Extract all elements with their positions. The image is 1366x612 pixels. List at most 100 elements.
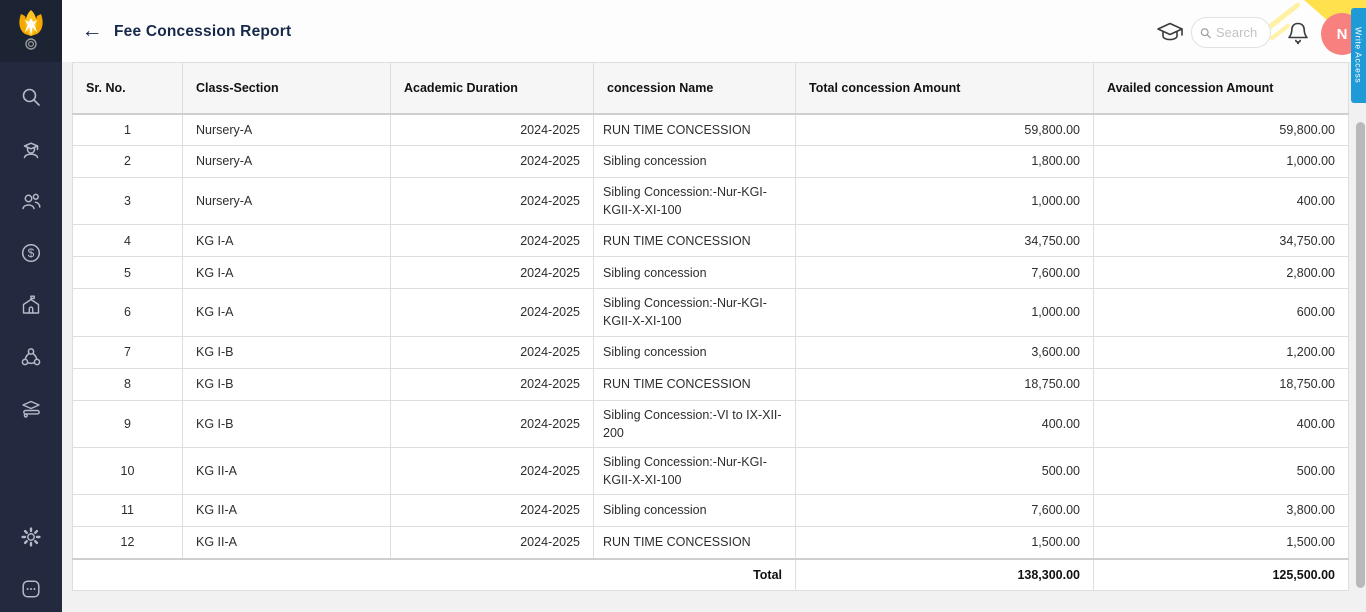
cell-class_section: KG I-B [182, 399, 391, 448]
cell-class_section: KG I-B [182, 335, 391, 369]
cell-availed: 3,800.00 [1093, 494, 1349, 527]
sidebar: $ [0, 0, 62, 612]
cell-availed: 600.00 [1093, 288, 1349, 337]
cell-availed: 1,000.00 [1093, 145, 1349, 178]
notifications-bell-icon[interactable] [1286, 20, 1310, 46]
cell-total: 7,600.00 [795, 494, 1094, 527]
cell-total: 500.00 [795, 446, 1094, 496]
report-table-container: Sr. No. Class-Section Academic Duration … [72, 62, 1349, 591]
cell-availed: 59,800.00 [1093, 113, 1349, 146]
sidebar-courses-icon[interactable] [20, 397, 42, 419]
cell-sr: 7 [72, 335, 183, 369]
write-access-tab[interactable]: Write Access [1351, 8, 1366, 103]
cell-class_section: KG I-A [182, 224, 391, 258]
sidebar-settings-icon[interactable] [20, 526, 42, 548]
cell-sr: 3 [72, 176, 183, 226]
cell-total: 34,750.00 [795, 224, 1094, 258]
cell-availed: 1,200.00 [1093, 335, 1349, 369]
sidebar-fees-icon[interactable]: $ [20, 242, 42, 264]
table-footer: Total 138,300.00 125,500.00 [72, 557, 1349, 591]
cell-total: 18,750.00 [795, 367, 1094, 401]
cell-sr: 4 [72, 224, 183, 258]
cell-duration: 2024-2025 [390, 526, 594, 559]
column-header-class-section: Class-Section [182, 62, 391, 115]
cell-sr: 11 [72, 494, 183, 527]
cell-concession: RUN TIME CONCESSION [593, 526, 796, 559]
cell-concession: Sibling Concession:-Nur-KGI-KGII-X-XI-10… [593, 446, 796, 496]
fee-concession-table: Sr. No. Class-Section Academic Duration … [72, 62, 1349, 591]
table-row: 2 Nursery-A 2024-2025 Sibling concession 1,8… [72, 145, 1349, 178]
cell-concession: Sibling Concession:-Nur-KGI-KGII-X-XI-10… [593, 176, 796, 226]
app-logo[interactable] [0, 0, 62, 62]
cell-availed: 2,800.00 [1093, 256, 1349, 290]
cell-duration: 2024-2025 [390, 367, 594, 401]
sidebar-users-icon[interactable] [20, 190, 42, 212]
sidebar-network-icon[interactable] [20, 346, 42, 368]
cell-duration: 2024-2025 [390, 145, 594, 178]
cell-sr: 2 [72, 145, 183, 178]
table-header: Sr. No. Class-Section Academic Duration … [72, 62, 1349, 115]
cell-concession: Sibling Concession:-Nur-KGI-KGII-X-XI-10… [593, 288, 796, 337]
table-row: 7 KG I-B 2024-2025 Sibling concession 3,600.… [72, 335, 1349, 369]
cell-total: 3,600.00 [795, 335, 1094, 369]
cell-concession: RUN TIME CONCESSION [593, 224, 796, 258]
svg-text:$: $ [28, 246, 35, 260]
cell-class_section: KG II-A [182, 494, 391, 527]
vertical-scrollbar [1354, 0, 1366, 612]
cell-class_section: KG I-A [182, 288, 391, 337]
cell-concession: Sibling concession [593, 145, 796, 178]
cell-total: 1,000.00 [795, 176, 1094, 226]
column-header-concession-name: concession Name [593, 62, 796, 115]
cell-total: 1,000.00 [795, 288, 1094, 337]
cell-concession: Sibling concession [593, 494, 796, 527]
search-box[interactable] [1191, 17, 1271, 48]
cell-availed: 34,750.00 [1093, 224, 1349, 258]
cell-availed: 400.00 [1093, 176, 1349, 226]
cell-sr: 8 [72, 367, 183, 401]
graduation-cap-icon[interactable] [1156, 19, 1184, 45]
cell-class_section: KG II-A [182, 446, 391, 496]
cell-sr: 9 [72, 399, 183, 448]
cell-duration: 2024-2025 [390, 494, 594, 527]
sidebar-school-icon[interactable] [20, 294, 42, 316]
cell-total: 59,800.00 [795, 113, 1094, 146]
sidebar-search-icon[interactable] [20, 86, 42, 108]
table-row: 12 KG II-A 2024-2025 RUN TIME CONCESSION 1,5… [72, 526, 1349, 559]
cell-total: 7,600.00 [795, 256, 1094, 290]
column-header-availed-amount: Availed concession Amount [1093, 62, 1349, 115]
cell-total: 400.00 [795, 399, 1094, 448]
cell-sr: 6 [72, 288, 183, 337]
page-title: Fee Concession Report [114, 23, 292, 40]
cell-duration: 2024-2025 [390, 399, 594, 448]
cell-duration: 2024-2025 [390, 224, 594, 258]
table-row: 10 KG II-A 2024-2025 Sibling Concession:-Nu… [72, 446, 1349, 496]
cell-class_section: KG I-A [182, 256, 391, 290]
search-input[interactable] [1216, 25, 1262, 40]
scrollbar-thumb[interactable] [1356, 122, 1365, 588]
cell-duration: 2024-2025 [390, 113, 594, 146]
sidebar-more-icon[interactable] [20, 578, 42, 600]
cell-class_section: Nursery-A [182, 113, 391, 146]
cell-sr: 1 [72, 113, 183, 146]
column-header-sr: Sr. No. [72, 62, 183, 115]
topbar: ← Fee Concession Report N [62, 0, 1366, 62]
cell-duration: 2024-2025 [390, 176, 594, 226]
table-row: 11 KG II-A 2024-2025 Sibling concession 7,60… [72, 494, 1349, 527]
write-access-label: Write Access [1353, 27, 1364, 84]
cell-class_section: Nursery-A [182, 145, 391, 178]
table-row: 4 KG I-A 2024-2025 RUN TIME CONCESSION 34,75… [72, 224, 1349, 258]
total-concession-amount: 138,300.00 [795, 557, 1094, 591]
cell-concession: Sibling concession [593, 256, 796, 290]
cell-class_section: Nursery-A [182, 176, 391, 226]
table-body: 1 Nursery-A 2024-2025 RUN TIME CONCESSION 59… [72, 113, 1349, 559]
table-row: 3 Nursery-A 2024-2025 Sibling Concession:-N… [72, 176, 1349, 226]
cell-sr: 12 [72, 526, 183, 559]
cell-concession: Sibling Concession:-VI to IX-XII-200 [593, 399, 796, 448]
total-availed-amount: 125,500.00 [1093, 557, 1349, 591]
back-button[interactable]: ← [81, 19, 103, 42]
cell-availed: 18,750.00 [1093, 367, 1349, 401]
sidebar-student-icon[interactable] [20, 138, 42, 160]
table-row: 6 KG I-A 2024-2025 Sibling Concession:-Nur-… [72, 288, 1349, 337]
cell-total: 1,500.00 [795, 526, 1094, 559]
